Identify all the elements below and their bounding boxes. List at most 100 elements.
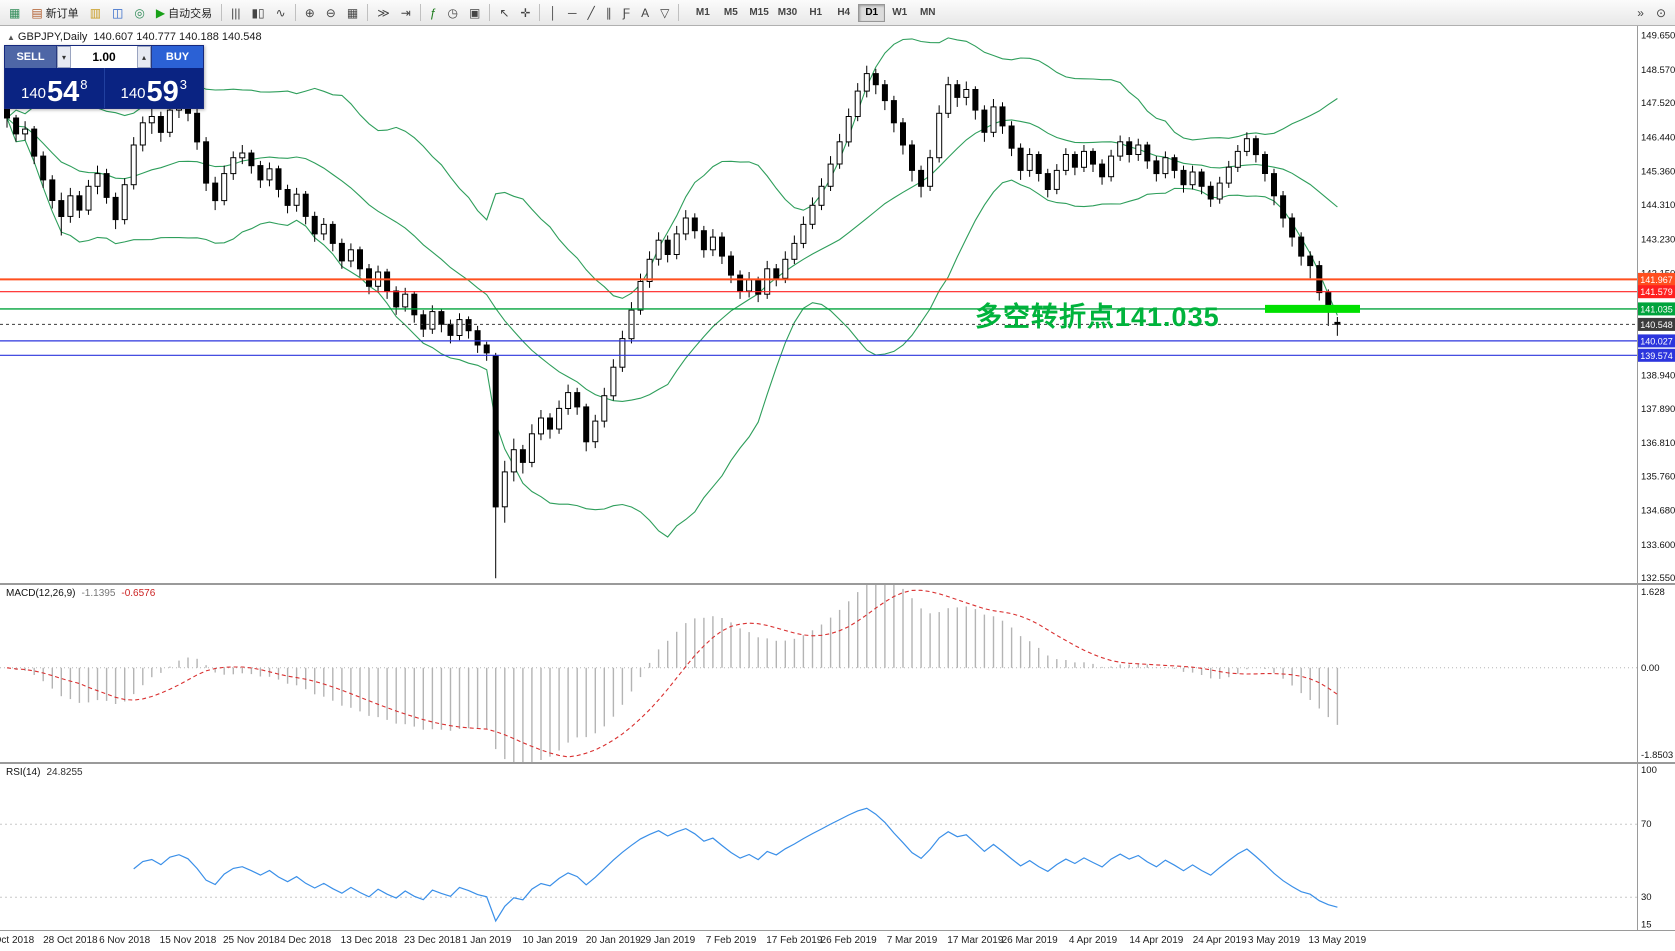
svg-text:146.440: 146.440 xyxy=(1641,132,1675,143)
panel-splitter-macd[interactable] xyxy=(0,583,1675,585)
search-icon: ⊙ xyxy=(1655,5,1666,20)
cursor-button[interactable]: ↖ xyxy=(494,3,514,23)
autotrading-button[interactable]: ▶ 自动交易 xyxy=(151,3,217,23)
turning-point-annotation[interactable]: 多空转折点141.035 xyxy=(975,302,1220,332)
timeframe-mn-button[interactable]: MN xyxy=(914,4,941,22)
svg-text:0.00: 0.00 xyxy=(1641,663,1660,674)
svg-text:134.680: 134.680 xyxy=(1641,506,1675,517)
sell-button[interactable]: SELL xyxy=(5,46,57,68)
draw-fibonacci-button[interactable]: Ƒ xyxy=(618,3,635,23)
toolbar-right-group: » ⊙ xyxy=(1632,3,1671,23)
svg-text:147.520: 147.520 xyxy=(1641,98,1675,109)
chart-shift-button[interactable]: ⇥ xyxy=(396,3,416,23)
templates-button[interactable]: ▣ xyxy=(464,3,485,23)
chart-bars-icon: ||| xyxy=(231,5,241,20)
svg-text:-1.8503: -1.8503 xyxy=(1641,750,1673,761)
chart-candles-button[interactable]: ▮▯ xyxy=(246,3,269,23)
macd-axis-labels: 1.628 0.00 -1.8503 xyxy=(1641,587,1673,761)
main-chart[interactable]: 149.650 148.570 147.520 146.440 145.360 144.3… xyxy=(0,26,1675,583)
chart-ohlc-header: ▲ GBPJPY,Daily 140.607 140.777 140.188 140… xyxy=(7,31,262,43)
toolbar-separator xyxy=(367,4,369,21)
search-button[interactable]: ⊙ xyxy=(1651,3,1671,23)
tile-windows-button[interactable]: ▦ xyxy=(342,3,363,23)
chart-line-button[interactable]: ∿ xyxy=(271,3,291,23)
date-label: 26 Feb 2019 xyxy=(820,935,877,946)
volume-input[interactable] xyxy=(71,46,137,68)
draw-trendline-button[interactable]: ╱ xyxy=(582,3,599,23)
panel-splitter-rsi[interactable] xyxy=(0,762,1675,764)
svg-text:30: 30 xyxy=(1641,892,1652,903)
date-label: 7 Mar 2019 xyxy=(886,935,938,946)
toolbar-separator xyxy=(489,4,491,21)
svg-text:144.310: 144.310 xyxy=(1641,200,1675,211)
svg-text:70: 70 xyxy=(1641,819,1652,830)
timeframe-m30-button[interactable]: M30 xyxy=(774,4,801,22)
svg-text:148.570: 148.570 xyxy=(1641,65,1675,76)
auto-scroll-button[interactable]: ≫ xyxy=(372,3,395,23)
zoom-out-button[interactable]: ⊖ xyxy=(321,3,341,23)
bollinger-bands xyxy=(6,37,1338,538)
collapse-panel-icon[interactable]: ▲ xyxy=(7,33,15,42)
date-label: 28 Oct 2018 xyxy=(43,935,98,946)
market-watch-button[interactable]: ▥ xyxy=(85,3,106,23)
chart-bars-button[interactable]: ||| xyxy=(226,3,245,23)
timeframe-m1-button[interactable]: M1 xyxy=(689,4,716,22)
sell-price[interactable]: 140 54 8 xyxy=(5,68,105,108)
macd-main-value: -1.1395 xyxy=(81,588,116,599)
draw-hline-icon: ─ xyxy=(567,5,577,20)
main-toolbar: ▦ ▤ 新订单 ▥ ◫ ◎ ▶ 自动交易 ||| ▮▯ ∿ ⊕ ⊖ ▦ ≫ ⇥ ƒ ◷ ▣ ↖ ✛ │ ─ ╱ ∥ Ƒ A ▽ M1 M5… xyxy=(0,0,1675,26)
timeframe-m5-button[interactable]: M5 xyxy=(717,4,744,22)
new-order-button[interactable]: ▤ 新订单 xyxy=(26,3,83,23)
macd-panel[interactable]: 1.628 0.00 -1.8503 xyxy=(0,585,1675,762)
strategy-tester-button[interactable]: ◎ xyxy=(129,3,149,23)
timeframe-w1-button[interactable]: W1 xyxy=(886,4,913,22)
svg-text:141.579: 141.579 xyxy=(1640,287,1673,297)
draw-text-button[interactable]: A xyxy=(636,3,654,23)
rsi-line xyxy=(133,807,1338,923)
zoom-in-button[interactable]: ⊕ xyxy=(300,3,320,23)
bollinger-lower-band xyxy=(6,117,1338,538)
date-label: 18 Oct 2018 xyxy=(0,935,35,946)
timeframe-h1-button[interactable]: H1 xyxy=(802,4,829,22)
timeframe-m15-button[interactable]: M15 xyxy=(745,4,772,22)
svg-text:137.890: 137.890 xyxy=(1641,404,1675,415)
svg-text:100: 100 xyxy=(1641,765,1657,776)
date-label: 29 Jan 2019 xyxy=(640,935,696,946)
new-chart-button[interactable]: ▦ xyxy=(4,3,25,23)
svg-text:149.650: 149.650 xyxy=(1641,31,1675,42)
indicators-button[interactable]: ƒ xyxy=(425,3,442,23)
cursor-icon: ↖ xyxy=(499,5,510,20)
buy-price[interactable]: 140 59 3 xyxy=(120,75,188,108)
crosshair-button[interactable]: ✛ xyxy=(515,3,535,23)
date-label: 3 May 2019 xyxy=(1247,935,1301,946)
horizontal-lines[interactable] xyxy=(0,278,1637,356)
date-label: 7 Feb 2019 xyxy=(705,935,757,946)
volume-decrease-button[interactable]: ▾ xyxy=(57,46,71,68)
draw-channel-button[interactable]: ∥ xyxy=(601,3,617,23)
auto-scroll-icon: ≫ xyxy=(377,5,390,20)
volume-increase-button[interactable]: ▴ xyxy=(137,46,151,68)
rsi-panel[interactable]: 100 70 30 15 xyxy=(0,764,1675,930)
svg-text:136.810: 136.810 xyxy=(1641,438,1675,449)
timeframe-d1-button[interactable]: D1 xyxy=(858,3,886,22)
price-tags: 141.967 141.579 141.035 140.548 140.027 139.5… xyxy=(1638,272,1675,362)
macd-signal-value: -0.6576 xyxy=(121,588,156,599)
draw-text-icon: A xyxy=(641,5,650,20)
price-tag-141.035 xyxy=(1638,302,1675,316)
period-dropdown-button[interactable]: ◷ xyxy=(443,3,463,23)
timeframe-h4-button[interactable]: H4 xyxy=(830,4,857,22)
date-label: 1 Jan 2019 xyxy=(461,935,512,946)
bollinger-upper-band xyxy=(6,37,1338,299)
draw-fibonacci-icon: Ƒ xyxy=(622,5,631,20)
draw-arrows-button[interactable]: ▽ xyxy=(655,3,674,23)
buy-button[interactable]: BUY xyxy=(151,46,203,68)
draw-hline-button[interactable]: ─ xyxy=(563,3,582,23)
draw-vline-button[interactable]: │ xyxy=(544,3,562,23)
toolbars-menu-button[interactable]: » xyxy=(1632,3,1649,23)
data-window-button[interactable]: ◫ xyxy=(107,3,128,23)
indicators-icon: ƒ xyxy=(429,5,437,20)
date-label: 20 Jan 2019 xyxy=(585,935,641,946)
